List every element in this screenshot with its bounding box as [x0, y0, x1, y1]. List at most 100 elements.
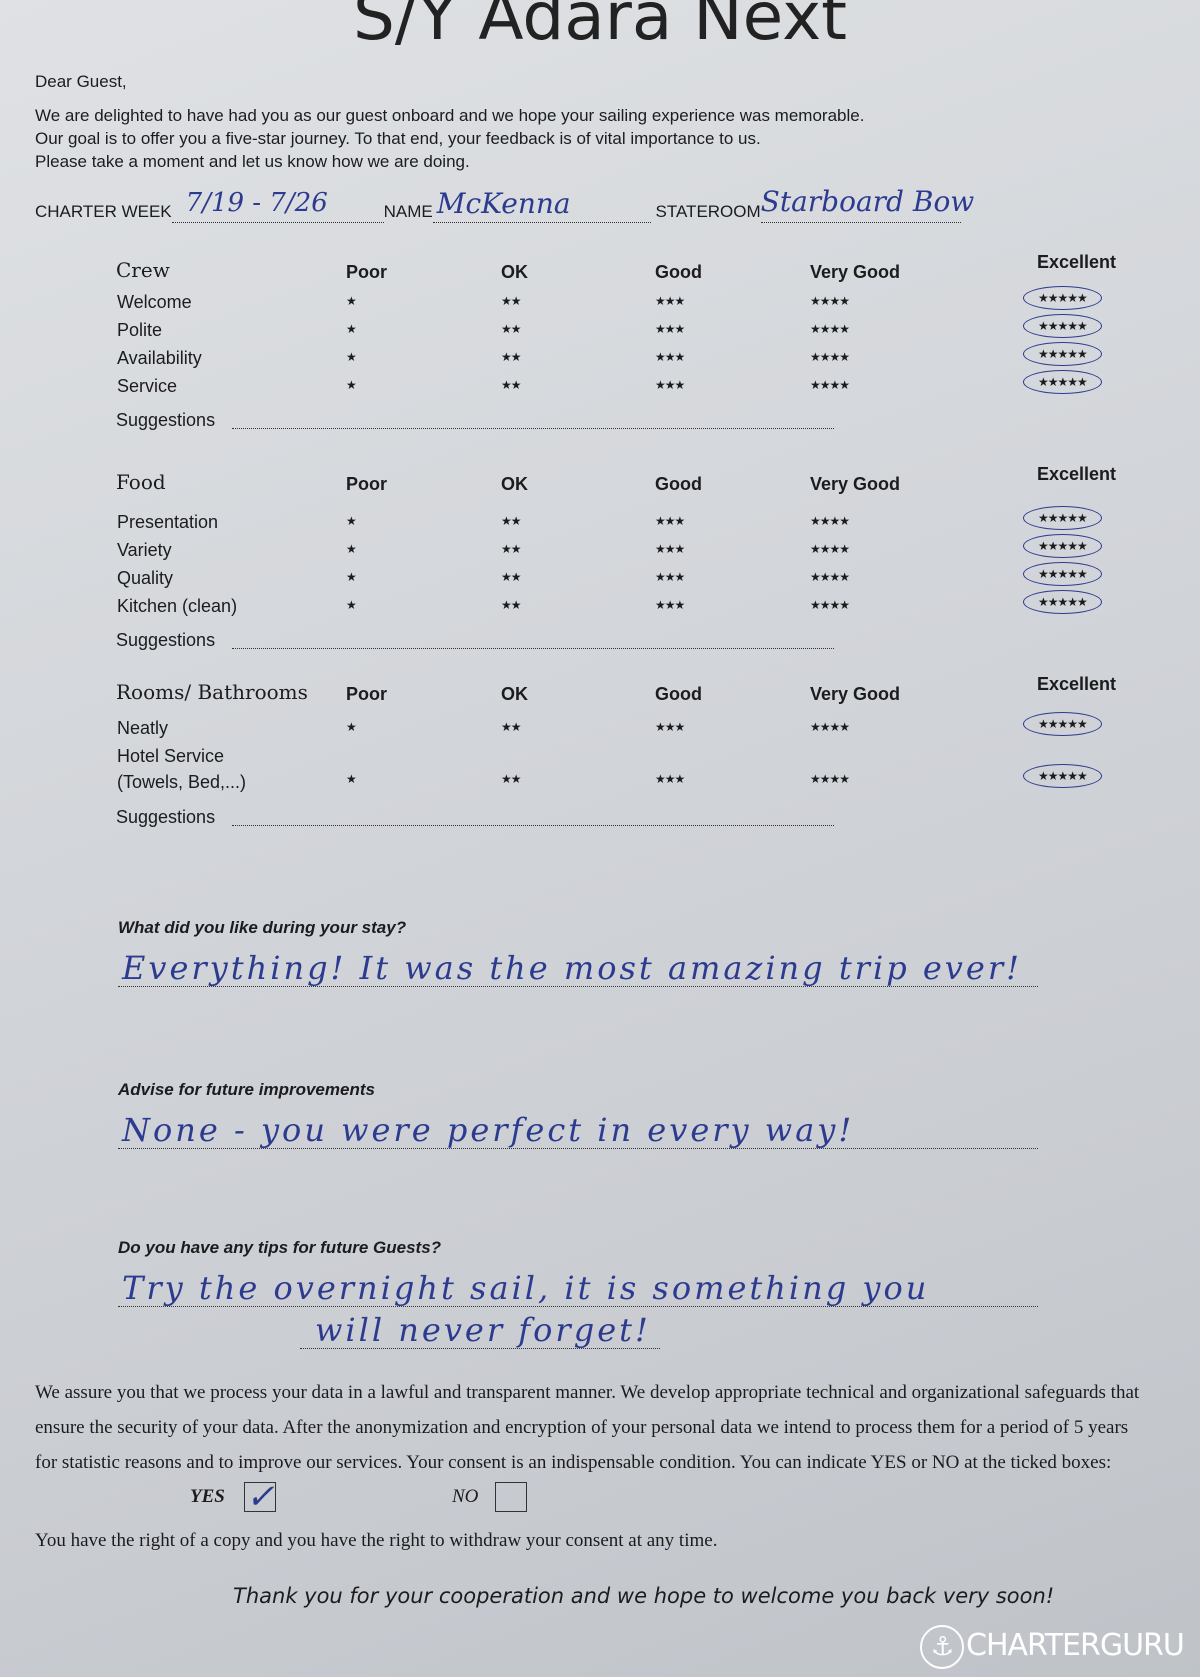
stateroom-field[interactable]: Starboard Bow: [760, 188, 974, 223]
rating-option-poor[interactable]: ★: [346, 542, 357, 556]
rating-option-excellent[interactable]: ★★★★★: [1023, 370, 1102, 394]
thanks-text: Thank you for your cooperation and we ho…: [233, 1584, 1055, 1608]
privacy-line: We assure you that we process your data …: [35, 1382, 1140, 1403]
anchor-icon: ⚓: [920, 1624, 964, 1669]
rating-option-excellent[interactable]: ★★★★★: [1023, 506, 1102, 530]
row-label: (Towels, Bed,...): [117, 772, 247, 792]
rating-option-good[interactable]: ★★★: [655, 322, 685, 336]
rating-option-poor[interactable]: ★: [346, 514, 357, 528]
rating-option-ok[interactable]: ★★: [501, 570, 521, 584]
answer-line[interactable]: [118, 980, 1038, 987]
rating-option-ok[interactable]: ★★: [501, 720, 521, 734]
column-header: Good: [655, 684, 702, 704]
rating-option-good[interactable]: ★★★: [655, 350, 685, 364]
rating-option-excellent[interactable]: ★★★★★: [1023, 286, 1102, 310]
row-label: Variety: [117, 540, 172, 560]
rating-option-ok[interactable]: ★★: [501, 294, 521, 308]
rating-option-poor[interactable]: ★: [346, 570, 357, 584]
row-label: Presentation: [117, 512, 219, 532]
column-header: Excellent: [1037, 464, 1117, 484]
rating-option-very-good[interactable]: ★★★★: [810, 294, 850, 308]
name-value: McKenna: [436, 187, 571, 220]
no-label: NO: [452, 1486, 479, 1507]
row-label: Hotel Service: [117, 746, 225, 766]
row-label: Welcome: [117, 292, 192, 312]
intro-line: Please take a moment and let us know how…: [35, 152, 470, 171]
suggestions-label: Suggestions: [116, 630, 216, 650]
privacy-line: ensure the security of your data. After …: [35, 1417, 1129, 1438]
rating-option-very-good[interactable]: ★★★★: [810, 378, 850, 392]
yes-checkbox[interactable]: [244, 1482, 276, 1512]
charter-details-line: CHARTER WEEK 7/19 - 7/26 NAME McKenna STAT…: [35, 188, 974, 223]
rating-option-good[interactable]: ★★★: [655, 570, 685, 584]
section-title: Rooms/ Bathrooms: [116, 680, 308, 704]
rating-option-good[interactable]: ★★★: [655, 542, 685, 556]
rating-option-very-good[interactable]: ★★★★: [810, 772, 850, 786]
rating-option-poor[interactable]: ★: [346, 598, 357, 612]
rating-option-poor[interactable]: ★: [346, 350, 357, 364]
rating-option-excellent[interactable]: ★★★★★: [1023, 764, 1102, 788]
rating-option-good[interactable]: ★★★: [655, 772, 685, 786]
section-title: Food: [116, 470, 166, 494]
rating-option-poor[interactable]: ★: [346, 294, 357, 308]
rating-option-very-good[interactable]: ★★★★: [810, 598, 850, 612]
rating-option-ok[interactable]: ★★: [501, 322, 521, 336]
row-label: Polite: [117, 320, 163, 340]
rating-option-good[interactable]: ★★★: [655, 598, 685, 612]
rating-option-excellent[interactable]: ★★★★★: [1023, 590, 1102, 614]
rating-option-poor[interactable]: ★: [346, 720, 357, 734]
row-label: Neatly: [117, 718, 169, 738]
question-label: Advise for future improvements: [118, 1080, 375, 1099]
answer-line[interactable]: [300, 1342, 660, 1349]
rating-option-excellent[interactable]: ★★★★★: [1023, 342, 1102, 366]
answer-line[interactable]: [118, 1142, 1038, 1149]
column-header: Excellent: [1037, 252, 1117, 272]
rating-option-excellent[interactable]: ★★★★★: [1023, 314, 1102, 338]
watermark-logo: ⚓ CHARTERGURU: [920, 1624, 1185, 1669]
rights-text: You have the right of a copy and you hav…: [35, 1530, 718, 1551]
rating-option-ok[interactable]: ★★: [501, 514, 521, 528]
name-field[interactable]: McKenna: [432, 190, 651, 223]
suggestions-field[interactable]: [232, 420, 834, 429]
rating-option-good[interactable]: ★★★: [655, 514, 685, 528]
answer-line[interactable]: [118, 1300, 1038, 1307]
rating-option-very-good[interactable]: ★★★★: [810, 570, 850, 584]
rating-option-excellent[interactable]: ★★★★★: [1023, 562, 1102, 586]
privacy-line: for statistic reasons and to improve our…: [35, 1452, 1112, 1473]
rating-option-good[interactable]: ★★★: [655, 720, 685, 734]
suggestions-field[interactable]: [232, 640, 834, 649]
charter-week-value: 7/19 - 7/26: [185, 188, 328, 218]
no-checkbox[interactable]: [495, 1482, 527, 1512]
row-label: Quality: [117, 568, 174, 588]
rating-option-good[interactable]: ★★★: [655, 294, 685, 308]
rating-option-excellent[interactable]: ★★★★★: [1023, 712, 1102, 736]
rating-option-very-good[interactable]: ★★★★: [810, 720, 850, 734]
charter-week-field[interactable]: 7/19 - 7/26: [171, 190, 384, 223]
rating-option-excellent[interactable]: ★★★★★: [1023, 534, 1102, 558]
column-header: OK: [501, 474, 528, 494]
rating-option-ok[interactable]: ★★: [501, 542, 521, 556]
suggestions-field[interactable]: [232, 817, 834, 826]
column-header: OK: [501, 262, 528, 282]
rating-option-very-good[interactable]: ★★★★: [810, 542, 850, 556]
rating-option-poor[interactable]: ★: [346, 322, 357, 336]
rating-option-poor[interactable]: ★: [346, 378, 357, 392]
intro-line: Our goal is to offer you a five-star jou…: [35, 129, 761, 148]
rating-option-poor[interactable]: ★: [346, 772, 357, 786]
yes-label: YES: [190, 1486, 225, 1507]
column-header: Good: [655, 262, 702, 282]
charter-week-label: CHARTER WEEK: [35, 202, 172, 221]
rating-option-ok[interactable]: ★★: [501, 378, 521, 392]
column-header: OK: [501, 684, 528, 704]
rating-option-ok[interactable]: ★★: [501, 350, 521, 364]
rating-option-very-good[interactable]: ★★★★: [810, 322, 850, 336]
rating-option-very-good[interactable]: ★★★★: [810, 514, 850, 528]
question-label: What did you like during your stay?: [118, 918, 407, 937]
rating-option-ok[interactable]: ★★: [501, 598, 521, 612]
rating-option-ok[interactable]: ★★: [501, 772, 521, 786]
row-label: Service: [117, 376, 178, 396]
watermark-text: CHARTERGURU: [966, 1628, 1185, 1663]
rating-option-good[interactable]: ★★★: [655, 378, 685, 392]
suggestions-label: Suggestions: [116, 410, 216, 430]
rating-option-very-good[interactable]: ★★★★: [810, 350, 850, 364]
